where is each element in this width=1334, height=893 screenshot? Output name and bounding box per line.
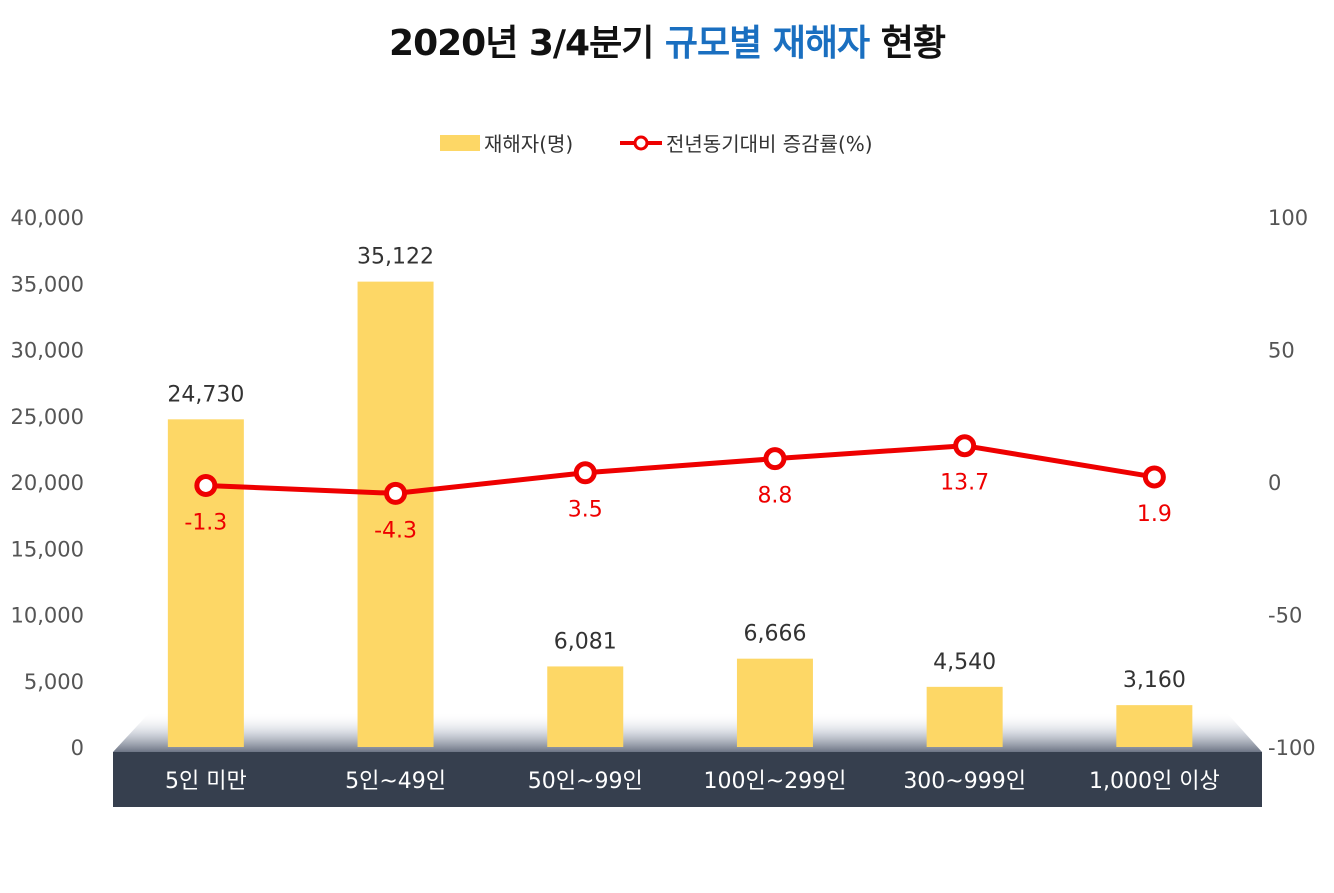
y-right-tick-label: 50 bbox=[1268, 339, 1295, 363]
line-value-label: -4.3 bbox=[374, 518, 417, 543]
line-value-label: 8.8 bbox=[757, 484, 792, 509]
y-left-tick-label: 20,000 bbox=[11, 471, 84, 495]
bar bbox=[926, 686, 1003, 747]
line-marker bbox=[953, 434, 977, 458]
line-series bbox=[205, 443, 1155, 496]
legend-swatch-marker bbox=[633, 135, 649, 151]
bar-value-label: 6,081 bbox=[554, 629, 617, 654]
category-tick-label: 5인 미만 bbox=[165, 769, 247, 794]
line-value-label: -1.3 bbox=[184, 510, 227, 535]
y-left-tick-label: 25,000 bbox=[11, 405, 84, 429]
bar bbox=[547, 666, 624, 747]
category-tick-label: 50인~99인 bbox=[528, 769, 643, 794]
bar bbox=[1116, 705, 1193, 747]
legend-label-bar: 재해자(명) bbox=[484, 132, 573, 156]
bar-value-label: 24,730 bbox=[167, 382, 244, 407]
title-suffix: 현황 bbox=[880, 23, 946, 64]
y-left-tick-label: 10,000 bbox=[11, 604, 84, 628]
y-left-tick-label: 40,000 bbox=[11, 206, 84, 230]
line-value-label: 1.9 bbox=[1137, 502, 1172, 527]
bar-value-label: 3,160 bbox=[1123, 668, 1186, 693]
y-left-tick-label: 5,000 bbox=[24, 670, 84, 694]
bar-value-label: 4,540 bbox=[933, 650, 996, 675]
line-marker bbox=[573, 461, 597, 485]
category-tick-label: 300~999인 bbox=[903, 769, 1026, 794]
line-marker bbox=[194, 473, 218, 497]
bar bbox=[736, 658, 813, 747]
line-value-label: 13.7 bbox=[940, 471, 989, 496]
bar-value-label: 6,666 bbox=[743, 622, 806, 647]
chart-floor bbox=[113, 712, 1262, 752]
y-right-tick-label: -100 bbox=[1268, 736, 1316, 760]
legend-swatch-bar bbox=[440, 135, 480, 151]
line-value-label: 3.5 bbox=[568, 498, 603, 523]
bar bbox=[167, 419, 244, 747]
y-left-tick-label: 30,000 bbox=[11, 339, 84, 363]
y-right-tick-label: 100 bbox=[1268, 206, 1308, 230]
category-tick-label: 100인~299인 bbox=[703, 769, 846, 794]
legend-label-line: 전년동기대비 증감률(%) bbox=[666, 132, 873, 156]
chart-title: 2020년 3/4분기 규모별 재해자 현황 bbox=[0, 14, 1334, 66]
category-axis-band bbox=[113, 752, 1262, 807]
title-highlight: 규모별 재해자 bbox=[664, 23, 870, 64]
y-left-tick-label: 35,000 bbox=[11, 272, 84, 296]
line-marker bbox=[763, 447, 787, 471]
title-prefix: 2020년 3/4분기 bbox=[389, 23, 654, 64]
bar-value-label: 35,122 bbox=[357, 245, 434, 270]
category-tick-label: 1,000인 이상 bbox=[1089, 769, 1220, 794]
line-marker bbox=[1142, 465, 1166, 489]
y-right-tick-label: -50 bbox=[1268, 604, 1302, 628]
y-right-tick-label: 0 bbox=[1268, 471, 1281, 495]
category-tick-label: 5인~49인 bbox=[345, 769, 446, 794]
line-marker bbox=[384, 481, 408, 505]
y-left-tick-label: 0 bbox=[71, 736, 84, 760]
y-left-tick-label: 15,000 bbox=[11, 537, 84, 561]
bar bbox=[357, 281, 434, 747]
